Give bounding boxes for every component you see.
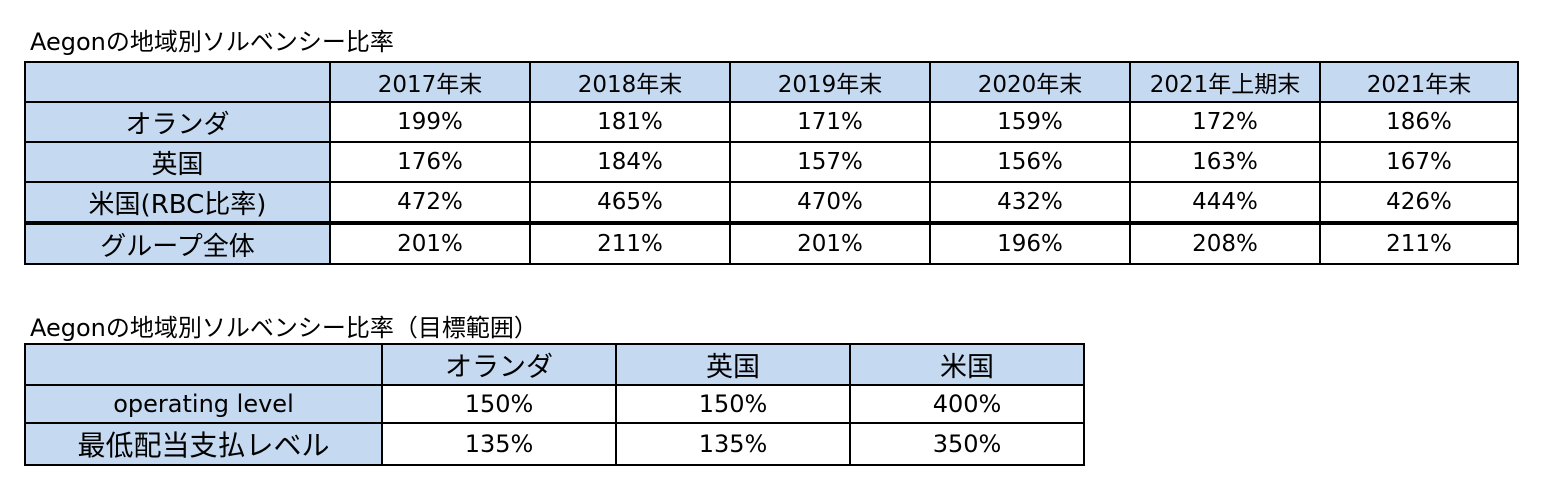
- table-cell: 350%: [849, 422, 1085, 466]
- table-cell: 135%: [381, 422, 617, 466]
- table-cell: 163%: [1129, 141, 1321, 183]
- column-header: 2020年末: [929, 61, 1131, 103]
- table-cell: 181%: [529, 101, 731, 143]
- table-cell: 150%: [615, 384, 851, 424]
- table-row: 米国(RBC比率) 472% 465% 470% 432% 444% 426%: [24, 181, 1519, 224]
- table-cell: 432%: [929, 181, 1131, 224]
- table-cell: 472%: [329, 181, 531, 224]
- table-cell: 208%: [1129, 221, 1321, 265]
- column-header: オランダ: [381, 343, 617, 386]
- table-cell: 157%: [729, 141, 931, 183]
- corner-cell: [24, 343, 383, 386]
- table-cell: 196%: [929, 221, 1131, 265]
- row-header: 最低配当支払レベル: [24, 422, 383, 466]
- table-row: 最低配当支払レベル 135% 135% 350%: [24, 422, 1085, 466]
- table-cell: 444%: [1129, 181, 1321, 224]
- table-cell: 201%: [329, 221, 531, 265]
- table-cell: 167%: [1319, 141, 1519, 183]
- table-cell: 400%: [849, 384, 1085, 424]
- table-cell: 156%: [929, 141, 1131, 183]
- row-header: 米国(RBC比率): [24, 181, 331, 224]
- table2-title: Aegonの地域別ソルベンシー比率（目標範囲）: [30, 314, 538, 342]
- column-header: 2018年末: [529, 61, 731, 103]
- table-cell: 211%: [529, 221, 731, 265]
- table-row: オランダ 199% 181% 171% 159% 172% 186%: [24, 101, 1519, 143]
- column-header: 2017年末: [329, 61, 531, 103]
- table-cell: 211%: [1319, 221, 1519, 265]
- table-cell: 470%: [729, 181, 931, 224]
- corner-cell: [24, 61, 331, 103]
- table-cell: 186%: [1319, 101, 1519, 143]
- table-row: 英国 176% 184% 157% 156% 163% 167%: [24, 141, 1519, 183]
- table-cell: 135%: [615, 422, 851, 466]
- column-header: 2021年末: [1319, 61, 1519, 103]
- table-cell: 176%: [329, 141, 531, 183]
- table1-title: Aegonの地域別ソルベンシー比率: [30, 28, 394, 56]
- row-header: operating level: [24, 384, 383, 424]
- header-row: 2017年末 2018年末 2019年末 2020年末 2021年上期末 202…: [24, 61, 1519, 103]
- column-header: 米国: [849, 343, 1085, 386]
- table-cell: 159%: [929, 101, 1131, 143]
- table-cell: 172%: [1129, 101, 1321, 143]
- table-cell: 426%: [1319, 181, 1519, 224]
- table-cell: 465%: [529, 181, 731, 224]
- target-range-table: オランダ 英国 米国 operating level 150% 150% 400…: [24, 343, 1085, 466]
- row-header: グループ全体: [24, 221, 331, 265]
- header-row: オランダ 英国 米国: [24, 343, 1085, 386]
- table-cell: 184%: [529, 141, 731, 183]
- table-cell: 150%: [381, 384, 617, 424]
- column-header: 2019年末: [729, 61, 931, 103]
- table-cell: 201%: [729, 221, 931, 265]
- column-header: 英国: [615, 343, 851, 386]
- table-cell: 199%: [329, 101, 531, 143]
- table-row: operating level 150% 150% 400%: [24, 384, 1085, 424]
- solvency-ratio-table: 2017年末 2018年末 2019年末 2020年末 2021年上期末 202…: [24, 61, 1519, 265]
- row-header: 英国: [24, 141, 331, 183]
- table-cell: 171%: [729, 101, 931, 143]
- table-row: グループ全体 201% 211% 201% 196% 208% 211%: [24, 221, 1519, 265]
- column-header: 2021年上期末: [1129, 61, 1321, 103]
- row-header: オランダ: [24, 101, 331, 143]
